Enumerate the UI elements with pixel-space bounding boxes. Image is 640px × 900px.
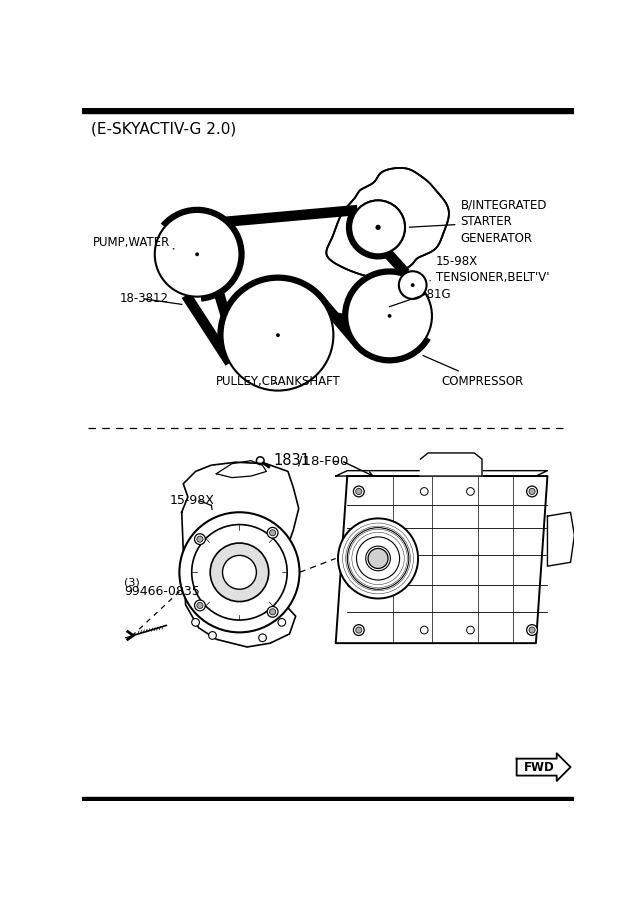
Circle shape xyxy=(368,548,388,569)
Text: PULLEY,CRANKSHAFT: PULLEY,CRANKSHAFT xyxy=(216,374,341,388)
Circle shape xyxy=(276,333,280,338)
Circle shape xyxy=(527,486,538,497)
Circle shape xyxy=(197,536,203,542)
Circle shape xyxy=(467,488,474,495)
Circle shape xyxy=(209,632,216,639)
Polygon shape xyxy=(326,168,449,279)
Text: 15-98X
TENSIONER,BELT'V': 15-98X TENSIONER,BELT'V' xyxy=(430,255,549,284)
Text: COMPRESSOR: COMPRESSOR xyxy=(423,356,524,388)
Circle shape xyxy=(348,274,432,358)
Circle shape xyxy=(356,537,399,580)
Circle shape xyxy=(278,618,285,626)
Bar xyxy=(82,108,575,113)
Text: 18-3812: 18-3812 xyxy=(120,292,169,305)
Text: 1831: 1831 xyxy=(273,454,310,468)
Circle shape xyxy=(351,201,405,255)
Bar xyxy=(82,797,575,801)
Circle shape xyxy=(268,607,278,617)
Circle shape xyxy=(210,543,269,601)
Text: /18-F00: /18-F00 xyxy=(298,454,348,467)
Circle shape xyxy=(356,489,362,494)
Text: PUMP,WATER: PUMP,WATER xyxy=(93,236,174,249)
Circle shape xyxy=(268,527,278,538)
Circle shape xyxy=(192,525,287,620)
Circle shape xyxy=(195,534,205,544)
Circle shape xyxy=(348,527,409,590)
Circle shape xyxy=(269,530,276,536)
Polygon shape xyxy=(336,471,547,476)
Circle shape xyxy=(353,625,364,635)
Circle shape xyxy=(376,225,380,230)
Circle shape xyxy=(467,626,474,634)
Text: 15-98X: 15-98X xyxy=(170,494,215,508)
Circle shape xyxy=(223,555,257,590)
Circle shape xyxy=(356,627,362,633)
Polygon shape xyxy=(516,753,570,781)
Circle shape xyxy=(179,512,300,633)
Polygon shape xyxy=(182,463,299,647)
Circle shape xyxy=(529,627,535,633)
Text: FWD: FWD xyxy=(524,760,555,774)
Circle shape xyxy=(197,602,203,608)
Circle shape xyxy=(420,626,428,634)
Circle shape xyxy=(420,488,428,495)
Polygon shape xyxy=(336,476,547,644)
Text: B/INTEGRATED
STARTER
GENERATOR: B/INTEGRATED STARTER GENERATOR xyxy=(410,199,547,245)
Text: (3): (3) xyxy=(124,577,140,588)
Circle shape xyxy=(399,271,427,299)
Text: 18-381G: 18-381G xyxy=(401,288,452,301)
Circle shape xyxy=(338,518,418,598)
Text: 99466-0835: 99466-0835 xyxy=(124,585,200,598)
Circle shape xyxy=(527,625,538,635)
Circle shape xyxy=(353,486,364,497)
Circle shape xyxy=(269,608,276,615)
Circle shape xyxy=(365,546,390,571)
Circle shape xyxy=(192,618,200,626)
Circle shape xyxy=(529,489,535,494)
Circle shape xyxy=(195,600,205,611)
Text: (E-SKYACTIV-G 2.0): (E-SKYACTIV-G 2.0) xyxy=(91,122,236,137)
Circle shape xyxy=(223,280,333,391)
Circle shape xyxy=(411,284,415,287)
Circle shape xyxy=(376,225,380,230)
Polygon shape xyxy=(547,512,575,566)
Circle shape xyxy=(351,201,405,255)
Circle shape xyxy=(259,634,266,642)
Polygon shape xyxy=(420,453,482,476)
Circle shape xyxy=(155,212,239,297)
Circle shape xyxy=(195,252,199,256)
Circle shape xyxy=(388,314,392,318)
